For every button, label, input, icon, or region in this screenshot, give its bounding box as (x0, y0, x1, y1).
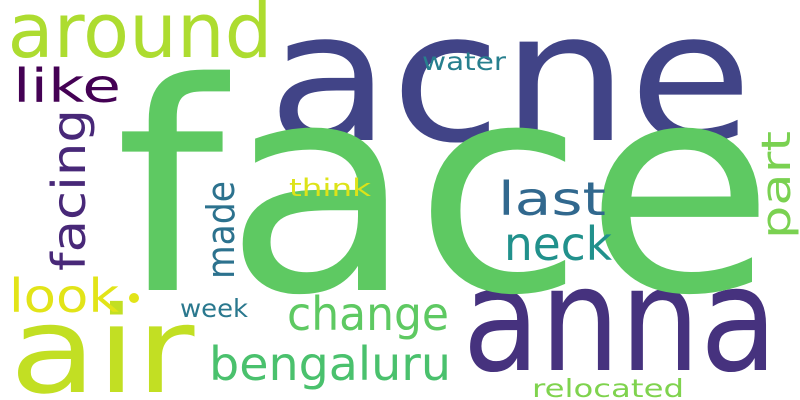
word-neck: neck (504, 217, 612, 271)
word-air: air (10, 282, 196, 400)
word-look: look (9, 269, 119, 323)
word-around: around (8, 0, 273, 75)
word-bengaluru: bengaluru (209, 337, 451, 391)
word-change: change (287, 287, 449, 341)
word-water: water (422, 47, 507, 76)
word-facing: facing (42, 109, 96, 271)
word-acne: acne (268, 0, 753, 183)
word-last: last (498, 172, 606, 226)
word-dot (129, 293, 139, 303)
word-think: think (289, 174, 371, 202)
word-face: face (115, 22, 775, 359)
word-part: part (754, 131, 800, 239)
word-relocated: relocated (532, 374, 684, 400)
word-made: made (199, 181, 243, 279)
word-anna: anna (463, 236, 778, 400)
word-like: like (13, 59, 121, 113)
word-week: week (180, 294, 249, 323)
